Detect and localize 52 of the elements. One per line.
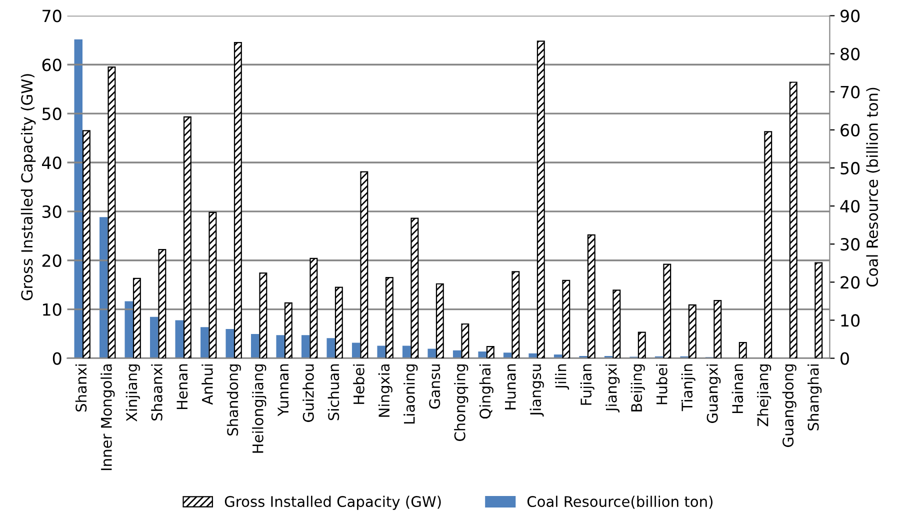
x-tick-label: Hainan xyxy=(732,364,744,414)
x-tick-label: Beijing xyxy=(630,364,645,412)
x-tick-label: Hunan xyxy=(505,364,516,410)
y2-tick-label: 20 xyxy=(840,276,860,289)
y-tick-label: 60 xyxy=(42,58,62,72)
x-tick-label: Chongqing xyxy=(454,364,468,441)
y2-tick-label: 50 xyxy=(840,162,860,175)
y2-tick-label: 60 xyxy=(840,124,860,136)
y2-tick-label: 70 xyxy=(840,86,860,98)
x-tick-label: Heilongjiang xyxy=(252,364,266,453)
y-tick-label: 70 xyxy=(42,10,62,22)
y2-tick-label: 30 xyxy=(840,238,860,251)
x-tick-label: Shanxi xyxy=(75,364,87,412)
x-tick-label: Fujian xyxy=(580,364,594,405)
y2-axis-title: Coal Resource (billion ton) xyxy=(866,88,880,287)
x-tick-label: Qinghai xyxy=(479,364,494,419)
x-tick-label: Liaoning xyxy=(404,364,418,424)
y-tick-label: 10 xyxy=(43,303,62,316)
x-tick-label: Shanghai xyxy=(808,364,822,430)
x-tick-label: Yunnan xyxy=(278,364,289,416)
x-tick-label: Henan xyxy=(176,364,188,410)
x-tick-label: Zhejiang xyxy=(757,364,772,426)
y-tick-label: 30 xyxy=(42,205,62,218)
y2-tick-label: 90 xyxy=(840,10,860,22)
y-tick-label: 0 xyxy=(52,352,62,365)
x-tick-label: Guangxi xyxy=(706,364,721,423)
legend-label: Gross Installed Capacity (GW) xyxy=(224,496,441,510)
x-tick-label: Hebei xyxy=(353,364,364,404)
y-tick-label: 40 xyxy=(42,156,62,170)
x-tick-label: Xinjiang xyxy=(126,364,140,422)
x-tick-label: Shaanxi xyxy=(151,364,162,420)
x-tick-label: Guangdong xyxy=(782,364,796,447)
x-tick-label: Gansu xyxy=(429,364,440,409)
x-tick-label: Jiangxi xyxy=(606,364,620,412)
y2-tick-label: 40 xyxy=(840,200,860,213)
x-tick-label: Anhui xyxy=(202,364,213,405)
x-tick-label: Sichuan xyxy=(328,364,340,420)
y-tick-label: 20 xyxy=(42,254,62,267)
y2-tick-label: 80 xyxy=(840,48,860,60)
y-tick-label: 50 xyxy=(42,108,62,120)
x-tick-label: Ningxia xyxy=(378,364,392,417)
x-tick-label: Shandong xyxy=(226,364,241,436)
y-axis-title: Gross Installed Capacity (GW) xyxy=(20,74,36,300)
legend-label: Coal Resource(billion ton) xyxy=(527,496,712,509)
y2-tick-label: 10 xyxy=(841,314,860,327)
x-tick-label: Inner Mongolia xyxy=(100,364,115,470)
x-tick-label: Hubei xyxy=(656,364,668,404)
x-tick-label: Jiangsu xyxy=(530,364,544,416)
y2-tick-label: 0 xyxy=(840,352,849,365)
x-tick-label: Tianjin xyxy=(681,364,696,412)
x-tick-label: Jilin xyxy=(555,364,570,390)
x-tick-label: Guizhou xyxy=(302,364,314,422)
